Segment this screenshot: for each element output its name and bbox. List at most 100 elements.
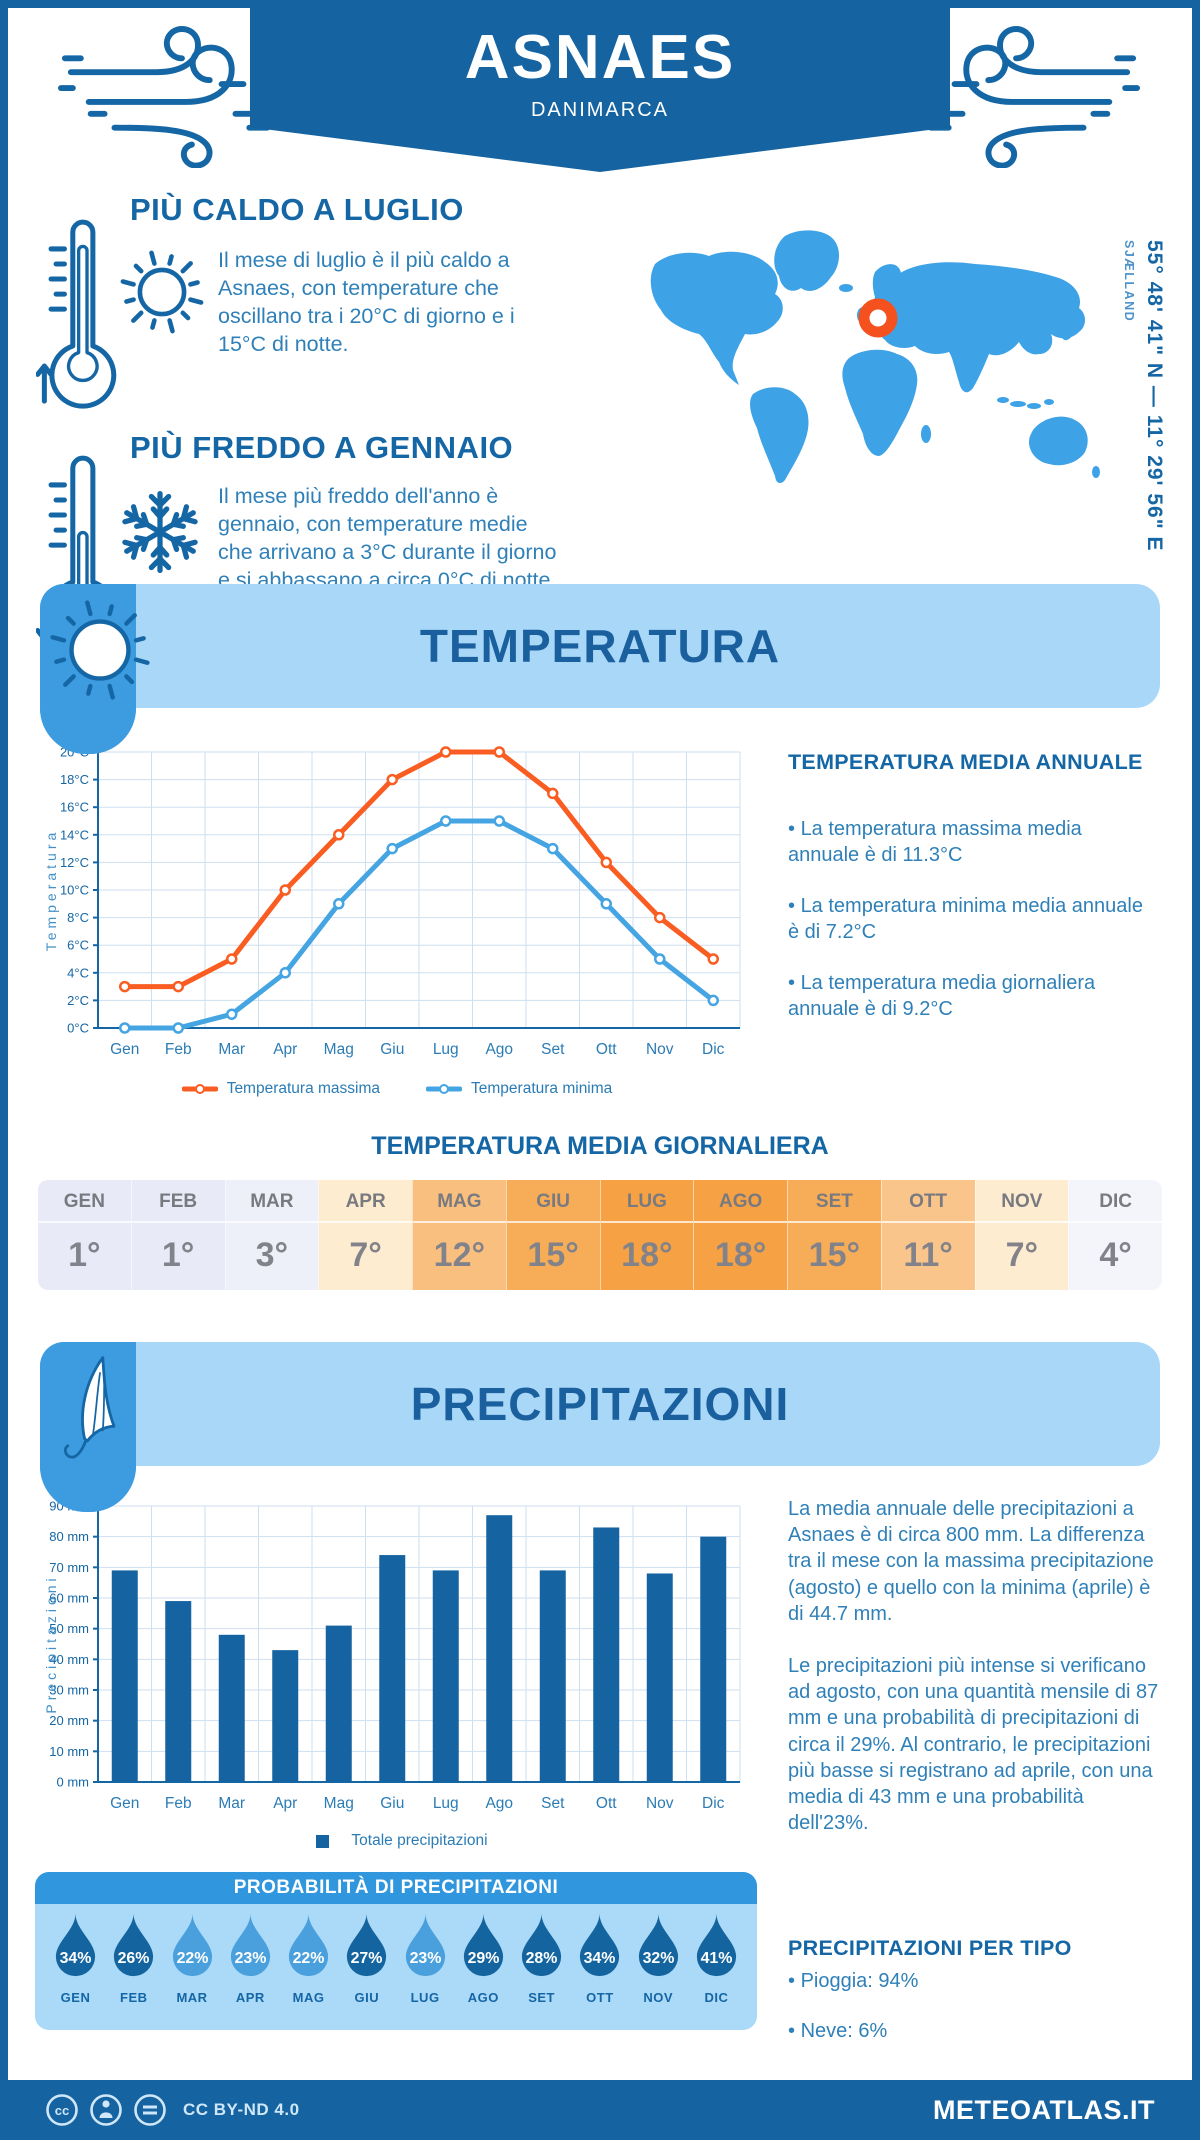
data-point [172,1022,184,1034]
cc-nd-icon [134,2094,166,2126]
drop-month-label: FEB [120,1990,148,2005]
svg-text:Apr: Apr [273,1041,297,1058]
svg-text:Mar: Mar [218,1041,245,1058]
svg-text:16°C: 16°C [60,800,89,815]
daily-table-column: OTT 11° [880,1180,975,1290]
probability-drop: 29% AGO [457,1912,510,2005]
svg-text:Nov: Nov [646,1795,674,1812]
daily-table-column: AGO 18° [693,1180,787,1290]
drop-month-label: APR [235,1990,265,2005]
svg-text:Dic: Dic [702,1041,725,1058]
legend-label: Temperatura massima [226,1080,381,1097]
precip-type-bullet: Neve: 6% [788,2018,1156,2044]
water-drop-icon: 28% [522,1913,562,1977]
data-point [440,815,452,827]
legend-item: Totale precipitazioni [306,1832,488,1850]
svg-text:50 mm: 50 mm [49,1621,89,1636]
svg-text:20 mm: 20 mm [49,1713,89,1728]
daily-table-column: GEN 1° [38,1180,131,1290]
daily-temps-table: GEN 1° FEB 1° MAR 3° APR 7° MAG 12° GIU 15° LUG 18° AG… [38,1180,1162,1290]
data-point [386,842,398,855]
legend-label: Totale precipitazioni [351,1832,488,1849]
warm-title: PIÙ CALDO A LUGLIO [130,192,464,227]
svg-text:Feb: Feb [165,1041,192,1058]
drop-percentage: 32% [642,1950,674,1967]
daily-month-header: GEN [38,1180,131,1223]
water-drop-icon: 41% [696,1913,737,1977]
daily-month-header: OTT [881,1180,975,1223]
series-line [122,818,716,1031]
daily-table-column: MAR 3° [224,1180,319,1290]
water-drop-icon: 34% [580,1913,620,1977]
bar [539,1570,566,1782]
svg-text:80 mm: 80 mm [49,1529,89,1544]
data-point [493,815,505,827]
svg-text:10°C: 10°C [60,883,89,898]
svg-text:Feb: Feb [165,1795,192,1812]
daily-month-header: DIC [1069,1180,1162,1223]
probability-drop: 23% APR [224,1912,277,2005]
daily-temps-title: TEMPERATURA MEDIA GIORNALIERA [371,1132,829,1160]
daily-table-column: DIC 4° [1068,1180,1162,1290]
drop-percentage: 34% [60,1950,92,1967]
water-drop-icon: 22% [172,1913,212,1977]
svg-text:0°C: 0°C [67,1021,89,1036]
water-drop-icon: 26% [114,1913,154,1977]
drop-month-label: NOV [643,1990,673,2005]
data-point [386,773,398,786]
drop-percentage: 27% [351,1950,383,1967]
city-name: ASNAES [464,23,736,92]
data-point [226,953,238,965]
data-point [493,746,505,758]
svg-text:Mag: Mag [324,1795,354,1812]
drop-percentage: 23% [234,1950,266,1967]
data-point [333,829,345,841]
annual-bullet: La temperatura massima media annuale è d… [788,816,1156,869]
annual-bullet: La temperatura media giornaliera annuale… [788,970,1156,1023]
daily-temp-value: 15° [808,1236,861,1274]
svg-text:6°C: 6°C [67,938,89,953]
daily-temp-value: 18° [714,1236,767,1274]
data-point [547,787,559,800]
daily-temp-value: 7° [349,1236,382,1274]
probability-drop: 34% GEN [49,1912,102,2005]
banner-background [40,1342,1160,1466]
data-point [654,911,666,924]
drop-month-label: LUG [410,1990,440,2005]
svg-text:Gen: Gen [110,1041,139,1058]
drop-month-label: DIC [704,1990,729,2005]
temperature-line-chart: 0°C2°C4°C6°C8°C10°C12°C14°C16°C18°C20°CG… [43,745,741,1058]
bar [218,1634,245,1782]
svg-text:10 mm: 10 mm [49,1744,89,1759]
coordinates-label: 55° 48' 41" N — 11° 29' 56" E [1143,240,1166,552]
data-point [600,856,612,869]
drop-percentage: 34% [584,1950,616,1967]
page-border-right [1192,0,1200,2140]
data-point [707,953,719,965]
drop-percentage: 41% [701,1950,733,1967]
sun-banner-icon [50,600,150,700]
svg-text:Ago: Ago [485,1795,513,1812]
cold-title: PIÙ FREDDO A GENNAIO [130,430,514,465]
daily-table-column: APR 7° [318,1180,412,1290]
page-border-top [0,0,1200,8]
probability-drop: 26% FEB [107,1912,160,2005]
daily-temp-value: 11° [903,1236,953,1274]
svg-text:Giu: Giu [380,1041,404,1058]
svg-text:30 mm: 30 mm [49,1683,89,1698]
svg-text:60 mm: 60 mm [49,1591,89,1606]
drop-percentage: 22% [176,1950,208,1967]
precipitation-chart-legend: Totale precipitazioni [42,1832,752,1850]
banner-background [40,584,1160,708]
cc-icon: cc [46,2094,78,2126]
data-point [707,994,719,1007]
data-point [333,898,345,910]
page-border-left [0,0,8,2140]
svg-text:2°C: 2°C [67,993,89,1008]
bar [700,1536,727,1782]
daily-temp-value: 1° [68,1236,101,1274]
daily-month-header: FEB [131,1180,225,1223]
drop-percentage: 26% [118,1950,150,1967]
data-point [119,980,131,993]
